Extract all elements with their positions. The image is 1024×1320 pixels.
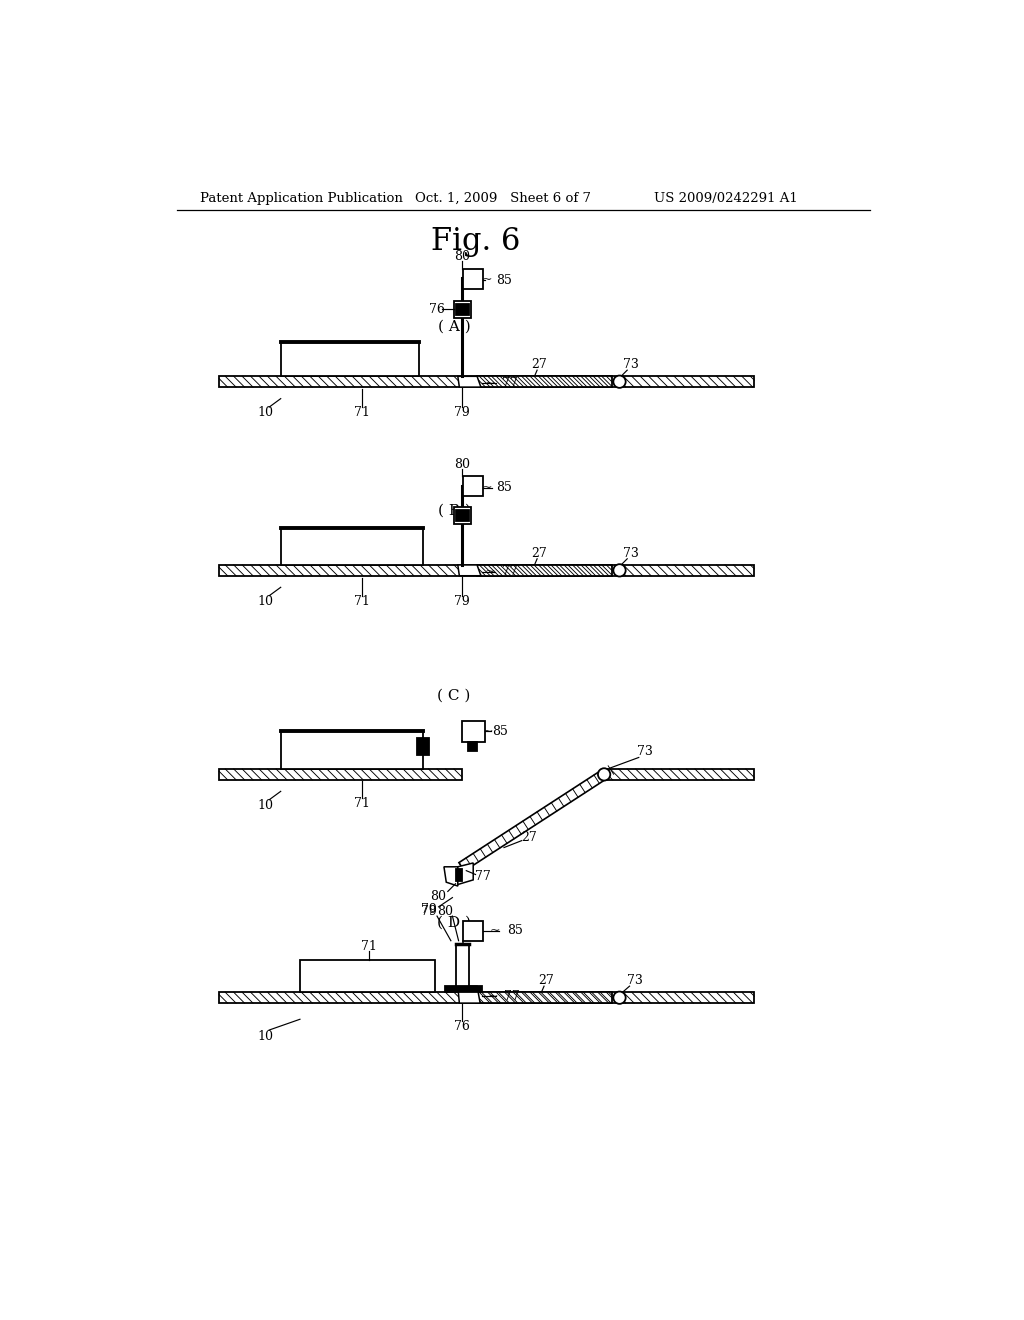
Circle shape <box>613 564 626 577</box>
Polygon shape <box>458 565 481 576</box>
Text: 27: 27 <box>530 546 547 560</box>
Bar <box>463 268 483 289</box>
Bar <box>454 301 471 318</box>
Bar <box>281 730 423 770</box>
Text: 27: 27 <box>530 358 547 371</box>
Text: 80: 80 <box>454 249 470 263</box>
Bar <box>463 921 483 941</box>
Text: 80: 80 <box>430 890 446 903</box>
Circle shape <box>613 376 626 388</box>
Bar <box>456 944 469 986</box>
Text: 71: 71 <box>353 594 370 607</box>
Text: Patent Application Publication: Patent Application Publication <box>200 191 402 205</box>
Text: 79: 79 <box>422 903 437 916</box>
Text: 77: 77 <box>502 376 517 389</box>
Text: ~: ~ <box>485 565 496 578</box>
Text: 85: 85 <box>493 725 508 738</box>
Text: 27: 27 <box>521 832 538 843</box>
Bar <box>604 770 755 780</box>
Bar <box>219 376 755 387</box>
Text: ~: ~ <box>485 376 496 389</box>
Bar <box>219 993 755 1003</box>
Text: 71: 71 <box>353 797 370 810</box>
Text: ( D ): ( D ) <box>437 916 471 931</box>
Text: ~: ~ <box>482 482 493 495</box>
Text: 71: 71 <box>353 407 370 418</box>
Text: ~: ~ <box>482 273 493 286</box>
Bar <box>219 565 755 576</box>
Text: 73: 73 <box>624 546 639 560</box>
Text: ( B ): ( B ) <box>437 504 470 517</box>
Text: 76: 76 <box>429 302 445 315</box>
Circle shape <box>598 768 610 780</box>
Bar <box>281 342 419 376</box>
Text: 77: 77 <box>475 870 492 883</box>
Text: 27: 27 <box>539 974 554 987</box>
Bar <box>219 770 462 780</box>
Text: 10: 10 <box>257 799 273 812</box>
Text: 85: 85 <box>496 482 512 495</box>
Text: 76: 76 <box>454 1020 470 1034</box>
Text: ( A ): ( A ) <box>437 319 470 333</box>
Bar <box>281 528 423 565</box>
Bar <box>300 960 435 993</box>
Polygon shape <box>459 770 607 871</box>
Bar <box>456 869 462 882</box>
Bar <box>477 565 611 576</box>
Bar <box>444 986 481 993</box>
Text: US 2009/0242291 A1: US 2009/0242291 A1 <box>654 191 798 205</box>
Text: 85: 85 <box>508 924 523 937</box>
Text: Fig. 6: Fig. 6 <box>431 226 520 257</box>
Bar <box>463 477 483 496</box>
Bar <box>456 304 469 314</box>
Text: 80: 80 <box>436 906 453 917</box>
Bar <box>456 511 469 521</box>
Polygon shape <box>444 867 458 886</box>
Text: 80: 80 <box>454 458 470 471</box>
Text: 10: 10 <box>257 407 273 418</box>
Text: ~: ~ <box>482 725 494 738</box>
Text: 79: 79 <box>454 407 470 418</box>
Text: 10: 10 <box>257 1030 273 1043</box>
Bar <box>477 376 611 387</box>
Text: 10: 10 <box>257 594 273 607</box>
Bar <box>468 742 477 751</box>
Bar <box>462 721 484 742</box>
Text: ( C ): ( C ) <box>437 689 471 702</box>
Bar <box>417 738 429 755</box>
Text: 77: 77 <box>504 990 519 1003</box>
Text: 73: 73 <box>637 744 653 758</box>
Text: 73: 73 <box>624 358 639 371</box>
Circle shape <box>613 991 626 1005</box>
Polygon shape <box>458 986 480 1003</box>
Text: 79: 79 <box>422 906 437 917</box>
Text: ~: ~ <box>489 924 500 937</box>
Polygon shape <box>458 863 473 884</box>
Polygon shape <box>458 376 481 387</box>
Text: 73: 73 <box>627 974 643 987</box>
Text: Oct. 1, 2009   Sheet 6 of 7: Oct. 1, 2009 Sheet 6 of 7 <box>416 191 592 205</box>
Text: ~: ~ <box>487 990 498 1003</box>
Text: 77: 77 <box>502 565 517 578</box>
Bar <box>454 507 471 524</box>
Text: 85: 85 <box>496 273 512 286</box>
Text: 71: 71 <box>361 940 377 953</box>
Text: 79: 79 <box>454 594 470 607</box>
Bar <box>475 993 611 1003</box>
